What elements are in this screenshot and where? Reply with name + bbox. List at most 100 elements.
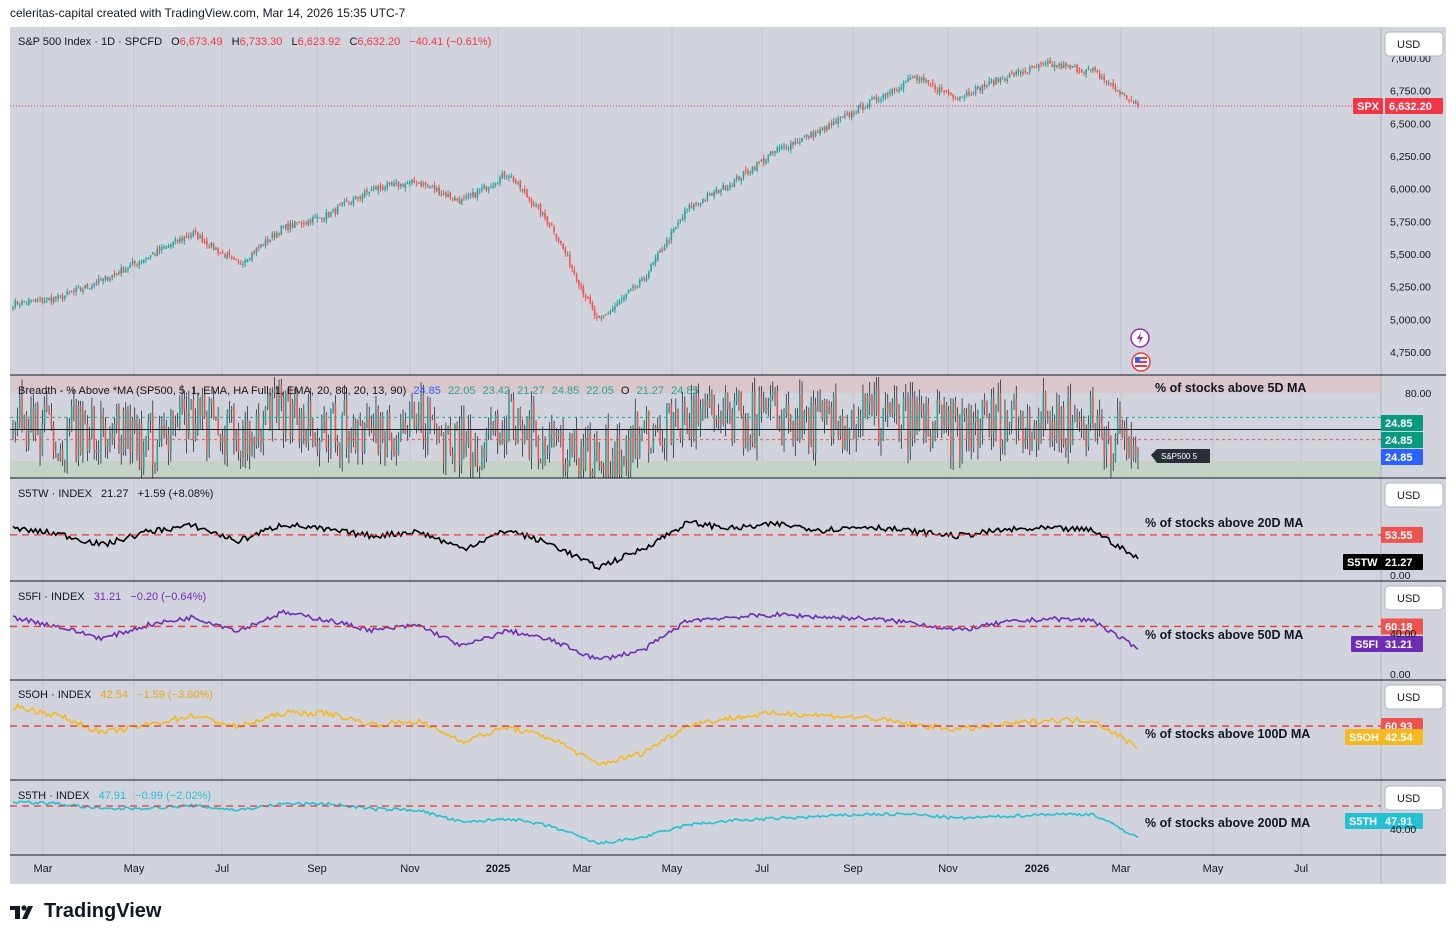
breadth-candle (201, 394, 204, 417)
breadth-candle (638, 433, 641, 458)
breadth-candle (133, 420, 136, 429)
price-candle (323, 218, 325, 220)
breadth-candle (239, 452, 242, 458)
breadth-candle (758, 394, 761, 423)
price-candle (79, 288, 82, 291)
price-candle (145, 258, 147, 260)
breadth-candle (819, 400, 821, 410)
breadth-candle (399, 422, 402, 438)
s5fi-symbol-tag-bg (1351, 636, 1381, 652)
breadth-candle (440, 432, 443, 436)
price-candle (34, 299, 37, 302)
breadth-candle (194, 423, 197, 440)
breadth-candle (1130, 436, 1133, 460)
usd-button-s5fi[interactable]: USD (1384, 585, 1444, 611)
price-candle (510, 175, 513, 177)
price-candle (611, 308, 614, 312)
price-candle (237, 261, 240, 263)
breadth-candle (952, 401, 954, 456)
us-flag-event-icon[interactable] (1131, 352, 1151, 372)
breadth-candle (21, 394, 23, 428)
price-candle (465, 196, 467, 198)
breadth-candle (244, 426, 247, 454)
price-candle (183, 236, 186, 241)
breadth-candle (695, 396, 697, 437)
price-candle (1071, 65, 1074, 68)
lightning-event-icon[interactable] (1130, 328, 1150, 348)
price-candle (801, 138, 803, 142)
breadth-candle (339, 445, 341, 458)
breadth-candle (487, 431, 490, 433)
usd-button-s5oh[interactable]: USD (1384, 684, 1444, 710)
price-candle (877, 99, 880, 101)
price-candle (970, 94, 972, 96)
breadth-candle (375, 409, 377, 436)
tradingview-logo[interactable]: TradingView (10, 900, 161, 923)
breadth-candle (415, 414, 418, 428)
usd-button-s5th[interactable]: USD (1384, 785, 1444, 811)
breadth-candle (654, 425, 657, 431)
price-candle (776, 147, 779, 153)
price-candle (359, 197, 361, 199)
breadth-candle (647, 410, 650, 453)
price-candle (481, 188, 483, 191)
price-candle (501, 173, 504, 179)
breadth-candle (744, 419, 747, 449)
breadth-candle (580, 446, 582, 476)
time-axis-label: Sep (307, 863, 327, 875)
price-candle (517, 181, 519, 184)
breadth-candle (235, 430, 237, 440)
breadth-candle (517, 408, 519, 443)
price-candle (48, 298, 50, 300)
time-axis-label: Sep (843, 863, 863, 875)
price-candle (695, 202, 697, 205)
breadth-candle (111, 433, 113, 439)
breadth-candle (296, 397, 298, 419)
price-candle (280, 226, 283, 235)
breadth-candle (217, 417, 219, 435)
breadth-candle (625, 440, 628, 461)
breadth-candle (312, 428, 314, 441)
price-candle (666, 239, 668, 247)
usd-button-price[interactable]: USD (1384, 31, 1444, 57)
breadth-candle (889, 403, 891, 413)
breadth-candle (404, 420, 407, 434)
usd-button-s5tw[interactable]: USD (1384, 482, 1444, 508)
breadth-candle (1028, 411, 1031, 451)
breadth-candle (956, 415, 959, 428)
breadth-candle (668, 403, 670, 405)
breadth-candle (86, 423, 89, 452)
legend-h-label: H (232, 36, 240, 48)
price-candle (875, 97, 878, 101)
breadth-legend-value: O (621, 385, 630, 397)
breadth-candle (176, 423, 179, 426)
s5th-legend-change: −0.99 (−2.02%) (135, 790, 211, 802)
price-candle (992, 80, 995, 86)
chart-background (10, 27, 1446, 884)
price-candle (1107, 83, 1110, 85)
breadth-candle (841, 415, 844, 449)
breadth-candle (826, 399, 828, 414)
breadth-candle (197, 398, 199, 424)
price-candle (503, 172, 506, 178)
breadth-candle (465, 443, 467, 455)
time-axis-label: May (124, 863, 145, 875)
price-candle (194, 230, 197, 233)
price-candle (1051, 64, 1054, 67)
breadth-candle (75, 403, 77, 461)
price-candle (979, 86, 981, 91)
price-candle (1087, 68, 1090, 70)
breadth-tick: 80.00 (1405, 388, 1431, 400)
breadth-candle (36, 404, 39, 434)
breadth-candle (848, 427, 851, 440)
breadth-candle (368, 418, 371, 430)
price-candle (686, 209, 688, 211)
price-candle (438, 187, 440, 195)
price-candle (1125, 95, 1128, 99)
breadth-candle (420, 394, 422, 424)
breadth-legend-name: Breadth - % Above *MA (SP500, 5, 1, EMA,… (18, 385, 406, 397)
price-candle (1058, 63, 1060, 66)
breadth-candle (451, 453, 454, 460)
breadth-candle (812, 402, 815, 454)
